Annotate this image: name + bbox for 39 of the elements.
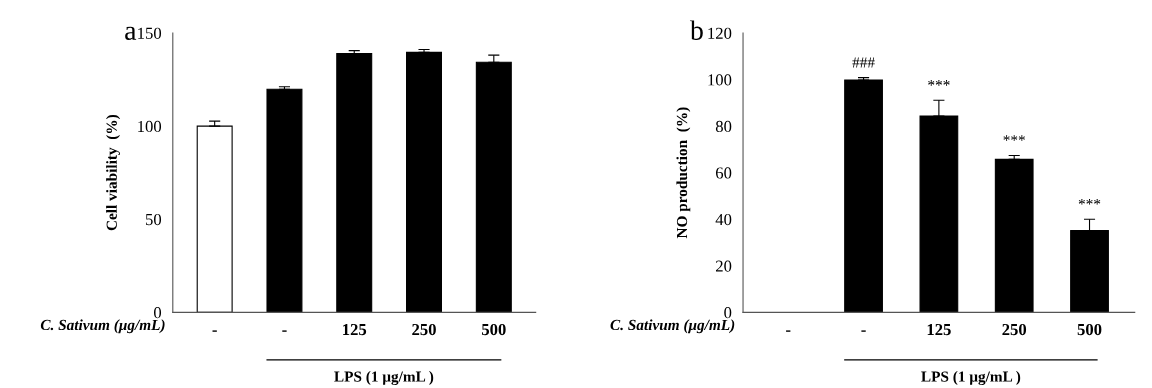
bar [266, 88, 303, 313]
y-axis-title: NO production (%) [676, 107, 691, 239]
data-label: *** [1078, 199, 1101, 205]
text: LPS (1 μg/mL ) [334, 371, 434, 385]
x-tick-label: 125 [927, 323, 951, 336]
bar [994, 158, 1034, 313]
data-label: *** [1003, 135, 1025, 141]
data-label: ### [852, 57, 875, 68]
x-tick-label: 250 [412, 323, 436, 336]
chart-title: a [125, 26, 137, 40]
y-axis-title: Cell viability (%) [106, 114, 121, 231]
text: LPS (1 μg/mL ) [921, 371, 1021, 385]
y-tick-label: 100 [138, 120, 162, 133]
y-tick-label: 0 [724, 307, 732, 319]
x-tick-label: 500 [1077, 323, 1102, 336]
y-tick-label: 60 [715, 167, 732, 179]
y-tick-label: 0 [153, 307, 162, 319]
x-tick-label: - [861, 330, 866, 332]
bar [336, 52, 373, 313]
x-tick-label: 125 [343, 323, 367, 336]
x-tick-label: - [212, 330, 217, 332]
y-tick-label: 150 [138, 27, 162, 39]
data-label: *** [928, 80, 950, 86]
chart-title: b [689, 20, 703, 40]
y-tick-label: 100 [708, 74, 732, 86]
y-tick-label: 50 [145, 213, 162, 226]
bar [844, 79, 883, 313]
x-axis-title: C. Sativum (μg/mL) [610, 319, 735, 334]
y-tick-label: 20 [715, 260, 732, 272]
x-tick-label: - [786, 330, 791, 332]
x-axis-title: C. Sativum (μg/mL) [40, 319, 165, 334]
y-tick-label: 120 [708, 27, 732, 39]
bar [406, 51, 443, 313]
x-tick-label: - [282, 330, 287, 332]
bar [196, 125, 233, 313]
y-tick-label: 80 [715, 120, 732, 133]
y-tick-label: 40 [715, 213, 732, 226]
x-tick-label: 250 [1002, 323, 1027, 336]
x-tick-label: 500 [481, 323, 506, 336]
